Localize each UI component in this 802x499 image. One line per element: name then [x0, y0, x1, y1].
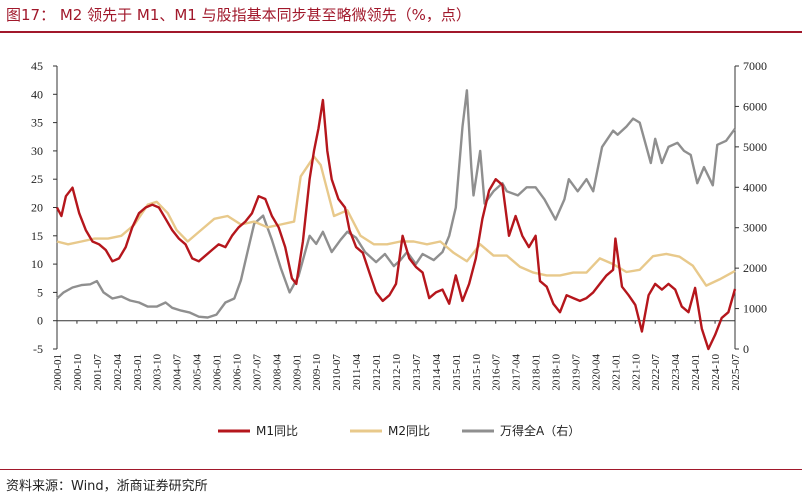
x-tick-label: 2014-04	[431, 354, 443, 391]
y-right-tick-label: 3000	[743, 221, 767, 235]
x-tick-label: 2019-07	[570, 354, 582, 391]
x-tick-label: 2011-04	[351, 354, 363, 391]
x-tick-label: 2009-10	[311, 354, 323, 391]
x-tick-label: 2007-07	[251, 354, 263, 391]
y-left-tick-label: 20	[31, 201, 43, 215]
y-right-tick-label: 6000	[743, 99, 767, 113]
x-tick-label: 2013-07	[411, 354, 423, 391]
x-tick-label: 2003-10	[152, 354, 164, 391]
series-line-2	[56, 89, 736, 319]
x-tick-label: 2017-04	[511, 354, 523, 391]
y-right-tick-label: 2000	[743, 261, 767, 275]
x-tick-label: 2000-10	[72, 354, 84, 391]
y-right-tick-label: 0	[743, 342, 749, 356]
x-tick-label: 2012-10	[391, 354, 403, 391]
chart-legend: M1同比 M2同比 万得全A（右）	[218, 423, 580, 438]
y-right-tick-label: 1000	[743, 302, 767, 316]
y-left-tick-label: 10	[31, 257, 43, 271]
x-tick-label: 2012-01	[371, 354, 383, 391]
x-tick-label: 2003-01	[132, 354, 144, 391]
legend-label-0: M1同比	[256, 424, 298, 438]
x-tick-label: 2008-04	[271, 354, 283, 391]
x-tick-label: 2018-01	[531, 354, 543, 391]
x-tick-label: 2006-01	[212, 354, 224, 391]
y-left-tick-label: 25	[31, 172, 43, 186]
x-tick-label: 2004-07	[172, 354, 184, 391]
y-left-tick-label: 15	[31, 229, 43, 243]
x-tick-label: 2006-10	[231, 354, 243, 391]
legend-label-2: 万得全A（右）	[500, 423, 580, 438]
x-tick-label: 2020-04	[590, 354, 602, 391]
x-tick-label: 2018-10	[551, 354, 563, 391]
x-tick-label: 2015-01	[451, 354, 463, 391]
series-line-0	[55, 98, 737, 351]
chart-axes: 45 40 35 30 25 20 15 10 5 0 -5 7000 6000 5000 4000 3000…	[31, 59, 767, 391]
chart-source: 资料来源：Wind，浙商证券研究所	[6, 479, 208, 494]
x-tick-label: 2021-10	[630, 354, 642, 391]
y-left-tick-label: 45	[31, 59, 43, 73]
y-left-tick-label: 35	[31, 116, 43, 130]
chart-title: 图17： M2 领先于 M1、M1 与股指基本同步甚至略微领先（%，点）	[6, 6, 471, 24]
y-right-tick-label: 5000	[743, 140, 767, 154]
x-tick-label: 2001-07	[92, 354, 104, 391]
x-tick-label: 2002-04	[112, 354, 124, 391]
x-tick-label: 2015-10	[471, 354, 483, 391]
y-left-tick-label: 0	[37, 314, 43, 328]
line-chart: 45 40 35 30 25 20 15 10 5 0 -5 7000 6000 5000 4000 3000…	[31, 59, 767, 438]
y-right-tick-label: 7000	[743, 59, 767, 73]
x-tick-label: 2023-04	[670, 354, 682, 391]
x-tick-label: 2024-10	[710, 354, 722, 391]
x-tick-label: 2016-07	[491, 354, 503, 391]
x-tick-label: 2022-07	[650, 354, 662, 391]
title-divider	[0, 31, 802, 33]
x-tick-label: 2025-07	[730, 354, 742, 391]
x-tick-label: 2000-01	[52, 354, 64, 391]
source-divider	[0, 469, 802, 470]
series-line-1	[56, 155, 736, 287]
y-left-tick-label: 5	[37, 285, 43, 299]
y-left-tick-label: -5	[33, 342, 43, 356]
x-tick-label: 2024-01	[690, 354, 702, 391]
x-tick-label: 2021-01	[610, 354, 622, 391]
y-left-tick-label: 40	[31, 87, 43, 101]
x-tick-label: 2009-01	[291, 354, 303, 391]
chart-lines	[55, 89, 737, 351]
x-tick-label: 2005-04	[192, 354, 204, 391]
x-tick-label: 2010-07	[331, 354, 343, 391]
y-right-tick-label: 4000	[743, 180, 767, 194]
legend-label-1: M2同比	[388, 424, 430, 438]
y-left-tick-label: 30	[31, 144, 43, 158]
